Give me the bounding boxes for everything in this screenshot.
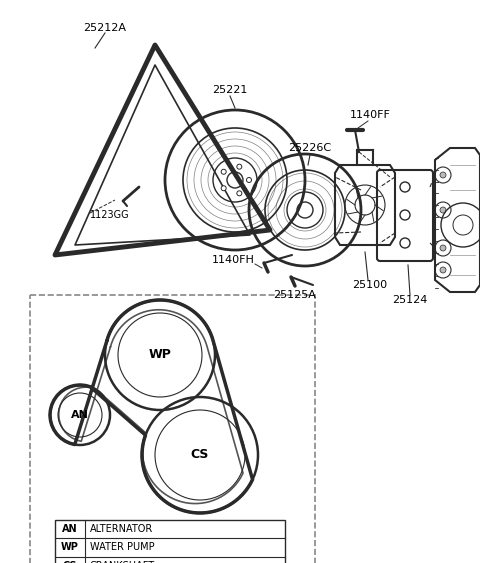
Text: CS: CS <box>191 449 209 462</box>
Text: 25125A: 25125A <box>274 290 316 300</box>
Bar <box>30 295 315 563</box>
Text: ALTERNATOR: ALTERNATOR <box>90 524 153 534</box>
Bar <box>55 520 285 563</box>
Circle shape <box>237 164 242 169</box>
Circle shape <box>440 267 446 273</box>
Text: 25212A: 25212A <box>84 23 127 33</box>
Circle shape <box>247 177 252 182</box>
Text: 1123GG: 1123GG <box>90 210 130 220</box>
Text: CS: CS <box>63 561 77 563</box>
Text: 1140FF: 1140FF <box>349 110 390 120</box>
Circle shape <box>237 191 242 196</box>
Text: WP: WP <box>149 348 171 361</box>
Text: WATER PUMP: WATER PUMP <box>90 543 155 552</box>
Text: 25226C: 25226C <box>288 143 332 153</box>
Text: 1140FH: 1140FH <box>212 255 255 265</box>
Text: AN: AN <box>62 524 78 534</box>
Text: 25100: 25100 <box>352 280 387 290</box>
Circle shape <box>440 245 446 251</box>
Text: 25124: 25124 <box>392 295 428 305</box>
Text: 25221: 25221 <box>212 85 248 95</box>
Text: AN: AN <box>71 410 89 420</box>
Text: CRANKSHAFT: CRANKSHAFT <box>90 561 155 563</box>
Text: WP: WP <box>61 543 79 552</box>
Circle shape <box>221 186 226 191</box>
Circle shape <box>440 207 446 213</box>
Circle shape <box>221 169 226 175</box>
Circle shape <box>440 172 446 178</box>
